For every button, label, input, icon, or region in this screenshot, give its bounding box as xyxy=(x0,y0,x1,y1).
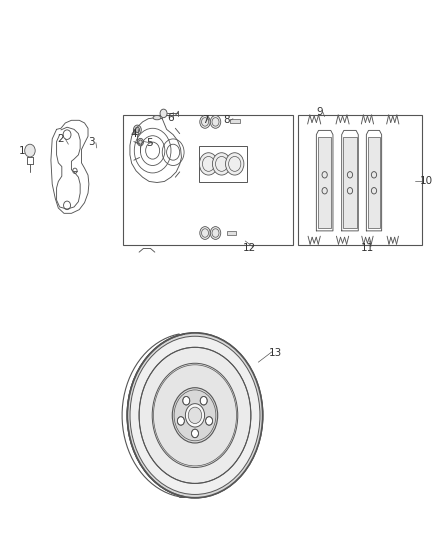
Circle shape xyxy=(191,429,198,438)
Circle shape xyxy=(210,227,221,239)
Text: 11: 11 xyxy=(361,243,374,253)
Text: 6: 6 xyxy=(167,112,173,123)
Circle shape xyxy=(212,153,231,175)
Circle shape xyxy=(138,139,144,146)
Circle shape xyxy=(127,333,263,498)
Ellipse shape xyxy=(153,116,161,120)
Circle shape xyxy=(139,348,251,483)
Circle shape xyxy=(185,403,205,427)
Circle shape xyxy=(152,364,238,467)
Circle shape xyxy=(210,116,221,128)
Text: 9: 9 xyxy=(316,107,323,117)
Text: 13: 13 xyxy=(269,348,283,358)
Text: 2: 2 xyxy=(58,134,64,144)
Text: 8: 8 xyxy=(223,115,230,125)
Text: 1: 1 xyxy=(18,146,25,156)
Circle shape xyxy=(130,336,260,495)
Circle shape xyxy=(177,417,184,425)
Circle shape xyxy=(205,417,212,425)
Bar xyxy=(123,115,293,245)
Circle shape xyxy=(160,109,167,118)
Circle shape xyxy=(226,153,244,175)
Circle shape xyxy=(134,125,141,135)
Circle shape xyxy=(135,127,140,133)
Circle shape xyxy=(200,116,210,128)
Bar xyxy=(230,119,240,123)
Text: 7: 7 xyxy=(202,115,208,125)
Bar xyxy=(318,138,331,228)
Bar xyxy=(343,138,357,228)
Bar xyxy=(199,146,247,182)
Circle shape xyxy=(199,153,218,175)
Circle shape xyxy=(183,397,190,405)
Text: 10: 10 xyxy=(420,176,433,187)
Circle shape xyxy=(127,333,263,498)
Bar xyxy=(368,138,380,228)
Text: 12: 12 xyxy=(243,243,256,253)
Circle shape xyxy=(172,387,218,443)
Circle shape xyxy=(200,397,207,405)
Text: 5: 5 xyxy=(146,138,152,148)
Bar xyxy=(227,231,237,235)
Text: 3: 3 xyxy=(88,136,95,147)
Circle shape xyxy=(188,407,202,424)
Text: 4: 4 xyxy=(131,128,137,139)
Circle shape xyxy=(25,144,35,157)
Circle shape xyxy=(200,227,210,239)
Bar xyxy=(297,115,422,245)
